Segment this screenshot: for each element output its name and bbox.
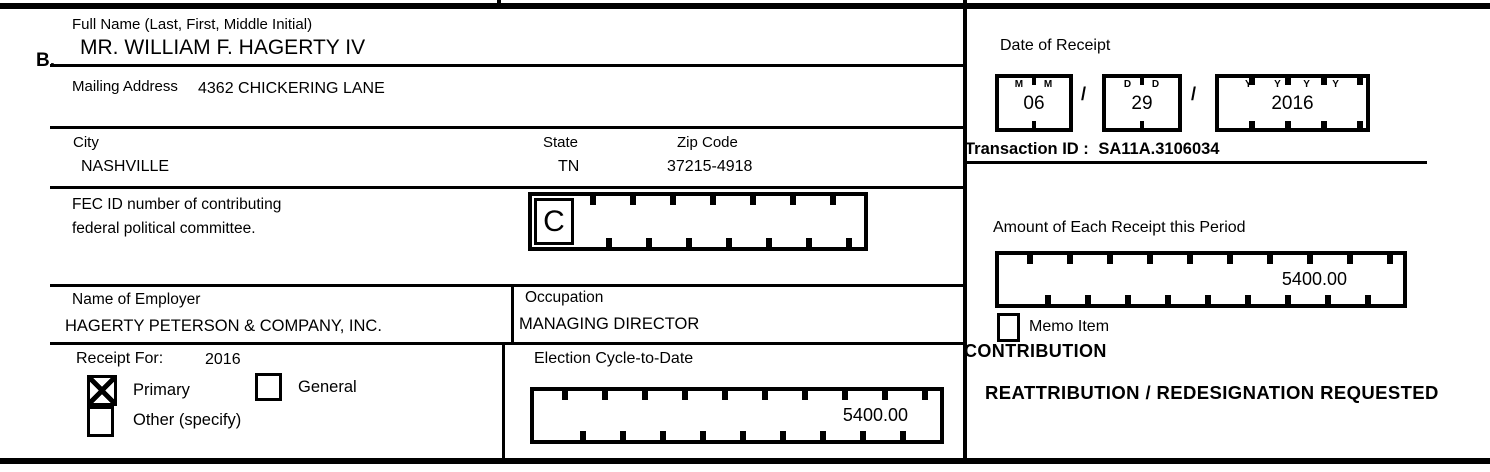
reattribution-text: REATTRIBUTION / REDESIGNATION REQUESTED xyxy=(985,382,1439,403)
transaction-id-label: Transaction ID : xyxy=(965,140,1089,158)
fec-id-combed-field: C xyxy=(528,192,868,251)
day-ticks: D D xyxy=(1123,79,1161,90)
zip-code-label: Zip Code xyxy=(677,134,738,151)
mailing-address-label: Mailing Address xyxy=(72,78,178,95)
divider-employer-occupation xyxy=(511,284,514,345)
employer-value: HAGERTY PETERSON & COMPANY, INC. xyxy=(65,317,382,335)
year-field: Y Y Y Y 2016 xyxy=(1215,74,1370,132)
election-cycle-label: Election Cycle-to-Date xyxy=(534,350,694,367)
fec-id-prefix-cell: C xyxy=(534,198,574,245)
month-ticks: M M xyxy=(1014,79,1054,90)
rule-under-address xyxy=(50,126,963,129)
fec-id-value xyxy=(834,196,864,247)
divider-receipt-cycle xyxy=(502,342,505,461)
rule-above-receipt-for xyxy=(50,342,963,345)
city-label: City xyxy=(73,134,99,151)
election-cycle-field: 5400.00 xyxy=(530,387,944,444)
zip-code-value: 37215-4918 xyxy=(667,158,753,175)
state-label: State xyxy=(543,134,579,151)
memo-checkbox xyxy=(997,313,1020,342)
primary-checkbox xyxy=(87,375,117,406)
section-line-label: B. xyxy=(36,50,55,71)
month-field: M M 06 xyxy=(995,74,1073,132)
month-value: 06 xyxy=(1023,93,1045,114)
rule-under-name xyxy=(50,64,963,67)
occupation-label: Occupation xyxy=(525,289,604,306)
fec-id-label-line2: federal political committee. xyxy=(72,220,256,237)
date-of-receipt-label: Date of Receipt xyxy=(1000,37,1111,54)
full-name-value: MR. WILLIAM F. HAGERTY IV xyxy=(80,36,366,59)
memo-item-label: Memo Item xyxy=(1029,318,1110,335)
rule-under-city xyxy=(50,186,963,189)
fec-id-label-line1: FEC ID number of contributing xyxy=(72,196,282,213)
general-checkbox xyxy=(255,373,282,401)
day-value: 29 xyxy=(1131,93,1153,114)
year-value: 2016 xyxy=(1271,93,1314,114)
other-label: Other (specify) xyxy=(133,411,242,429)
state-value: TN xyxy=(558,158,580,175)
amount-field: 5400.00 xyxy=(995,251,1407,308)
amount-value: 5400.00 xyxy=(1281,269,1347,289)
panel-divider xyxy=(963,0,967,461)
top-border xyxy=(0,3,1490,9)
transaction-id-value: SA11A.3106034 xyxy=(1098,140,1220,158)
city-value: NASHVILLE xyxy=(81,158,170,175)
amount-label: Amount of Each Receipt this Period xyxy=(993,219,1246,236)
year-ticks: Y Y Y Y xyxy=(1245,79,1340,90)
contribution-text: CONTRIBUTION xyxy=(964,341,1107,361)
transaction-id-row: Transaction ID : SA11A.3106034 xyxy=(965,140,1219,159)
receipt-for-year: 2016 xyxy=(205,351,241,368)
top-border-stub xyxy=(497,0,501,5)
election-cycle-value: 5400.00 xyxy=(842,405,908,425)
other-checkbox xyxy=(87,406,114,437)
mailing-address-value: 4362 CHICKERING LANE xyxy=(198,80,385,97)
employer-label: Name of Employer xyxy=(72,291,201,308)
date-separator-1: / xyxy=(1081,84,1087,104)
receipt-for-label: Receipt For: xyxy=(76,350,164,367)
bottom-border xyxy=(0,458,1490,464)
general-label: General xyxy=(298,378,357,396)
day-field: D D 29 xyxy=(1102,74,1182,132)
rule-under-transaction xyxy=(963,161,1427,164)
full-name-label: Full Name (Last, First, Middle Initial) xyxy=(72,16,313,33)
occupation-value: MANAGING DIRECTOR xyxy=(519,315,700,333)
rule-above-employer xyxy=(50,284,963,287)
primary-label: Primary xyxy=(133,381,190,399)
date-separator-2: / xyxy=(1191,84,1197,104)
